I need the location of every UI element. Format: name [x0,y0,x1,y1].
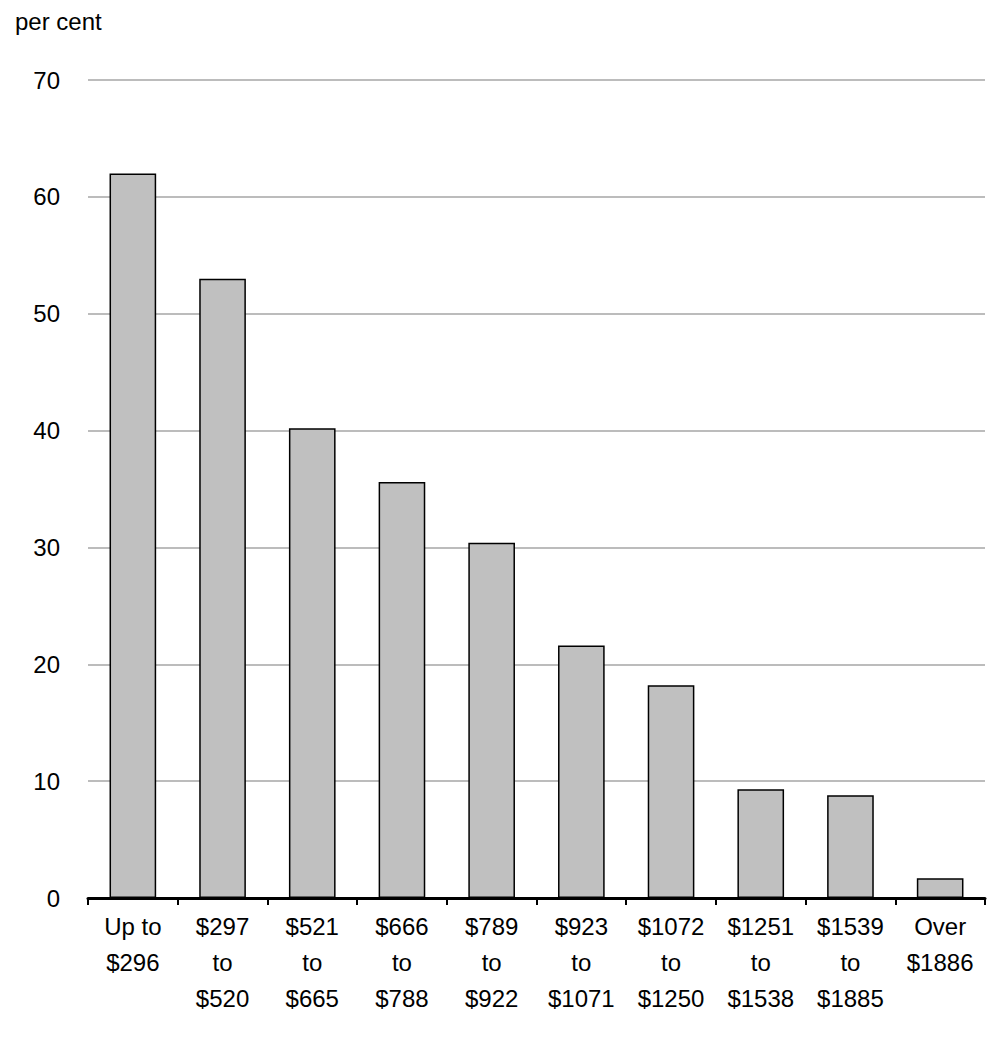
svg-text:per cent: per cent [15,8,102,35]
svg-text:$1071: $1071 [548,985,615,1012]
svg-text:$1886: $1886 [907,949,974,976]
svg-text:$665: $665 [286,985,339,1012]
svg-text:$789: $789 [465,913,518,940]
svg-text:$521: $521 [286,913,339,940]
svg-text:$1885: $1885 [817,985,884,1012]
svg-text:$1250: $1250 [638,985,705,1012]
svg-text:$666: $666 [375,913,428,940]
svg-text:50: 50 [33,300,60,327]
svg-text:to: to [213,949,233,976]
svg-text:30: 30 [33,534,60,561]
svg-text:$1072: $1072 [638,913,705,940]
svg-text:to: to [482,949,502,976]
svg-text:$1538: $1538 [727,985,794,1012]
svg-text:20: 20 [33,651,60,678]
svg-text:to: to [571,949,591,976]
svg-text:$297: $297 [196,913,249,940]
svg-text:to: to [751,949,771,976]
svg-text:to: to [661,949,681,976]
svg-text:0: 0 [47,885,60,912]
svg-text:$923: $923 [555,913,608,940]
svg-text:to: to [840,949,860,976]
svg-text:$788: $788 [375,985,428,1012]
svg-text:$922: $922 [465,985,518,1012]
svg-text:Over: Over [914,913,966,940]
svg-text:$520: $520 [196,985,249,1012]
svg-text:$1539: $1539 [817,913,884,940]
svg-text:70: 70 [33,67,60,94]
svg-text:10: 10 [33,768,60,795]
svg-text:to: to [392,949,412,976]
svg-text:$1251: $1251 [727,913,794,940]
svg-text:40: 40 [33,417,60,444]
svg-text:60: 60 [33,183,60,210]
svg-text:to: to [302,949,322,976]
svg-text:Up to: Up to [104,913,161,940]
svg-text:$296: $296 [106,949,159,976]
